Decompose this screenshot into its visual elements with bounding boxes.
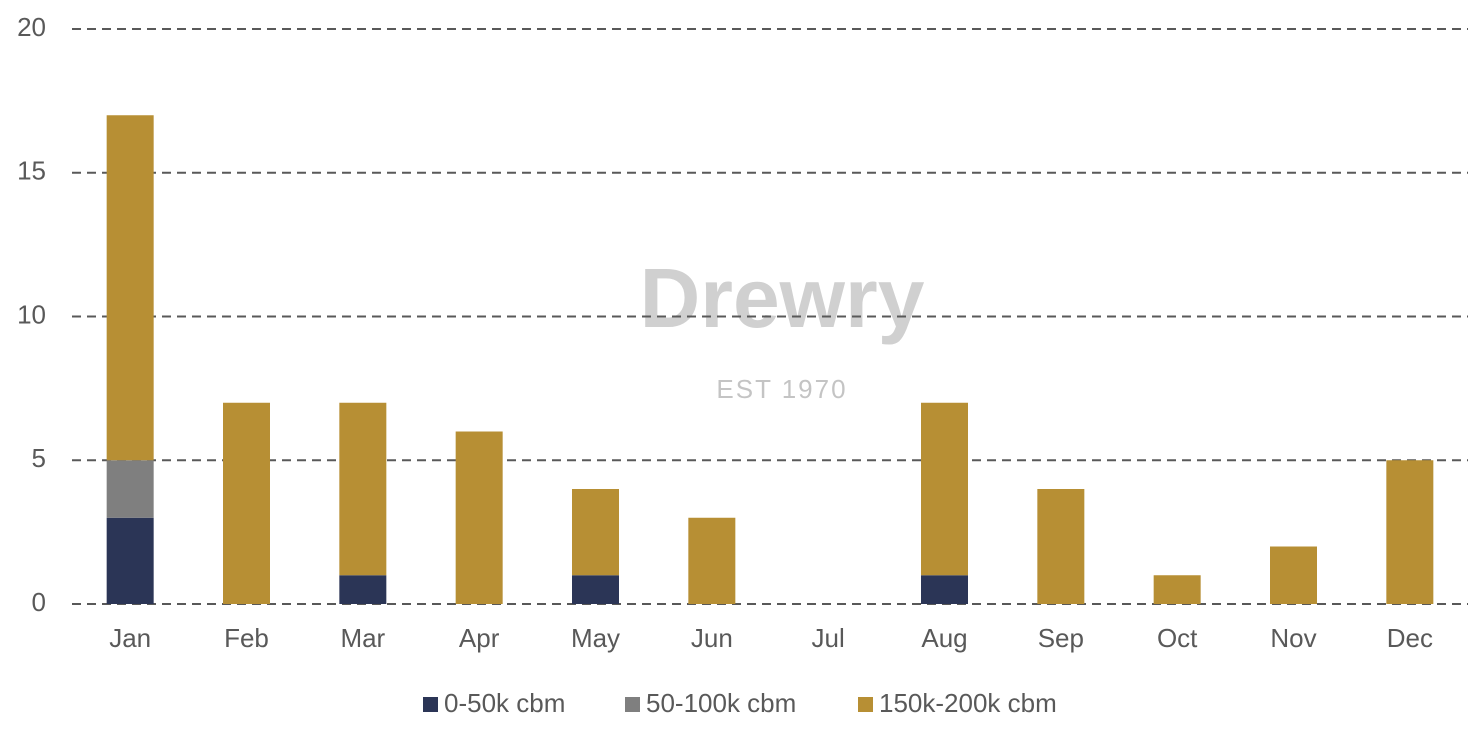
- x-tick-label: Sep: [1038, 623, 1084, 653]
- bar-segment: [106, 460, 154, 518]
- bar-segment: [106, 517, 154, 604]
- x-tick-label: Nov: [1270, 623, 1316, 653]
- bar-segment: [572, 575, 619, 604]
- y-tick-label: 15: [17, 156, 46, 186]
- legend-label: 50-100k cbm: [646, 688, 796, 718]
- x-tick-label: Jun: [691, 623, 733, 653]
- y-tick-label: 0: [32, 587, 46, 617]
- y-tick-label: 10: [17, 299, 46, 329]
- bar-segment: [339, 402, 387, 576]
- x-tick-label: Feb: [224, 623, 269, 653]
- bar-segment: [572, 489, 619, 576]
- legend-label: 0-50k cbm: [444, 688, 565, 718]
- x-tick-label: Aug: [921, 623, 967, 653]
- bar-segment: [223, 402, 270, 604]
- x-tick-label: Jul: [812, 623, 845, 653]
- x-tick-label: Mar: [340, 623, 385, 653]
- legend-swatch: [423, 697, 438, 712]
- bar-segment: [106, 115, 154, 461]
- watermark-subtitle: EST 1970: [716, 374, 847, 404]
- bar-segment: [921, 402, 968, 576]
- bar-segment: [1153, 575, 1201, 604]
- y-tick-label: 5: [32, 443, 46, 473]
- bar-segment: [339, 575, 387, 604]
- bar-segment: [921, 575, 968, 604]
- bar-segment: [1037, 489, 1085, 604]
- bar-segment: [688, 517, 736, 604]
- legend-swatch: [625, 697, 640, 712]
- legend-label: 150k-200k cbm: [879, 688, 1057, 718]
- bar-segment: [1270, 546, 1317, 604]
- legend-swatch: [858, 697, 873, 712]
- x-tick-label: Oct: [1157, 623, 1198, 653]
- bar-segment: [455, 431, 503, 604]
- bar-segment: [1386, 460, 1434, 604]
- x-tick-label: May: [571, 623, 620, 653]
- x-tick-label: Apr: [459, 623, 500, 653]
- x-tick-label: Jan: [109, 623, 151, 653]
- y-tick-label: 20: [17, 12, 46, 42]
- x-tick-label: Dec: [1387, 623, 1433, 653]
- watermark: Drewry: [640, 251, 925, 345]
